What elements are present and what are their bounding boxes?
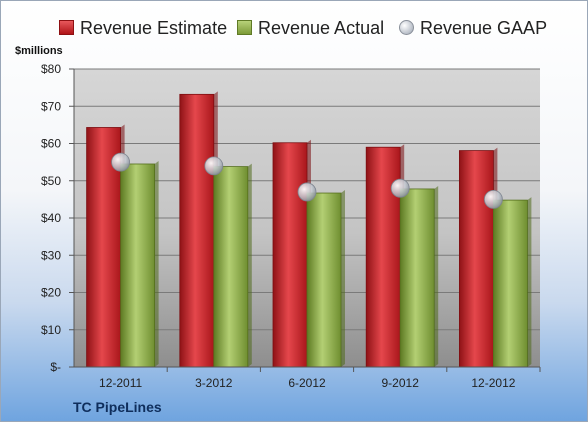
actual-bar	[213, 166, 249, 368]
legend-item-actual: Revenue Actual	[237, 18, 384, 39]
gaap-marker	[204, 156, 224, 176]
estimate-bar	[179, 93, 215, 368]
gaap-marker	[390, 178, 410, 198]
y-tick-label: $50	[41, 174, 61, 188]
gaap-marker	[111, 152, 130, 172]
actual-bar	[120, 163, 155, 368]
estimate-bar	[458, 150, 494, 368]
actual-bar-side	[247, 163, 252, 367]
x-axis: 12-2011 3-2012 6-2012 9-2012 12-2012	[74, 366, 541, 390]
y-tick-label: $30	[41, 248, 61, 262]
y-tick-label: $60	[41, 137, 61, 151]
gaap-marker	[297, 182, 317, 202]
actual-bar	[306, 192, 342, 368]
company-name: TC PipeLines	[73, 399, 162, 415]
x-tick-label: 6-2012	[288, 376, 326, 390]
actual-bar	[492, 199, 528, 368]
estimate-swatch	[59, 20, 74, 35]
y-tick-label: $40	[41, 211, 61, 225]
actual-bar	[399, 188, 435, 368]
estimate-bar	[365, 146, 401, 368]
x-tick-label: 9-2012	[382, 376, 420, 390]
unit-label: $millions	[15, 45, 63, 57]
y-tick-label: $10	[41, 323, 61, 337]
estimate-bar	[272, 142, 308, 368]
y-tick-label: $80	[41, 62, 61, 76]
x-tick-label: 3-2012	[195, 376, 233, 390]
legend-label-gaap: Revenue GAAP	[420, 18, 548, 38]
x-tick-label: 12-2012	[471, 376, 515, 390]
actual-bar-side	[341, 190, 345, 367]
y-tick-label: $-	[50, 360, 61, 374]
actual-bar-side	[527, 197, 532, 367]
gaap-markers	[111, 152, 503, 209]
legend-item-gaap: Revenue GAAP	[399, 18, 547, 39]
actual-bar-side	[154, 160, 159, 367]
legend-item-estimate: Revenue Estimate	[59, 18, 227, 39]
y-axis: $- $10 $20 $30 $40 $50 $60 $70 $80	[41, 62, 75, 374]
x-tick-label: 12-2011	[99, 376, 142, 390]
gaap-marker	[483, 189, 503, 209]
legend-label-actual: Revenue Actual	[258, 18, 385, 38]
y-tick-label: $70	[41, 99, 61, 113]
actual-bar-side	[434, 185, 439, 367]
gaap-swatch	[399, 20, 414, 35]
y-tick-label: $20	[41, 286, 61, 300]
legend-label-estimate: Revenue Estimate	[80, 18, 228, 38]
actual-swatch	[237, 20, 252, 35]
